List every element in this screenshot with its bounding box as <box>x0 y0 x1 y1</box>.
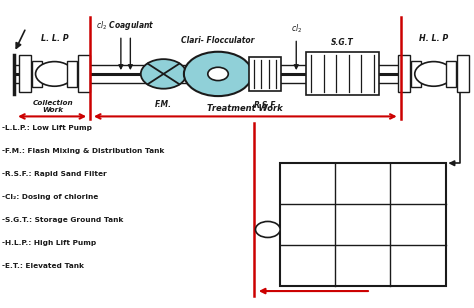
Bar <box>19 55 31 92</box>
Text: L. L. P: L. L. P <box>41 34 68 43</box>
Text: $cl_2$ Coagulant: $cl_2$ Coagulant <box>96 19 155 32</box>
Text: R.S.F: R.S.F <box>254 101 276 110</box>
Text: -Cl₂: Dosing of chlorine: -Cl₂: Dosing of chlorine <box>2 194 99 200</box>
Text: Clari- Flocculator: Clari- Flocculator <box>182 36 255 45</box>
Circle shape <box>255 221 280 237</box>
Text: S.G.T: S.G.T <box>331 38 354 47</box>
Circle shape <box>184 52 252 96</box>
Bar <box>280 163 446 286</box>
Circle shape <box>208 67 228 81</box>
Bar <box>32 61 42 87</box>
Bar <box>67 61 77 87</box>
Circle shape <box>415 62 453 86</box>
Bar <box>306 52 379 95</box>
Bar <box>398 55 410 92</box>
Text: F.M.: F.M. <box>155 100 172 109</box>
Text: Distribution Work: Distribution Work <box>326 278 402 287</box>
Text: -H.L.P.: High Lift Pump: -H.L.P.: High Lift Pump <box>2 240 97 246</box>
Text: -S.G.T.: Storage Ground Tank: -S.G.T.: Storage Ground Tank <box>2 217 124 223</box>
Text: Treatment Work: Treatment Work <box>208 104 283 113</box>
Text: -R.S.F.: Rapid Sand Filter: -R.S.F.: Rapid Sand Filter <box>2 171 107 177</box>
Text: H. L. P: H. L. P <box>419 34 448 43</box>
Circle shape <box>36 62 73 86</box>
Text: $cl_2$: $cl_2$ <box>291 23 302 35</box>
Bar <box>446 61 456 87</box>
Bar <box>78 55 90 92</box>
Text: Collection
Work: Collection Work <box>32 100 73 113</box>
Text: -F.M.: Flash Mixing & Distribution Tank: -F.M.: Flash Mixing & Distribution Tank <box>2 148 165 154</box>
Bar <box>457 55 469 92</box>
Bar <box>249 57 281 91</box>
Bar <box>411 61 421 87</box>
Circle shape <box>141 59 186 89</box>
Text: -E.T.: Elevated Tank: -E.T.: Elevated Tank <box>2 263 84 269</box>
Text: -L.L.P.: Low Lift Pump: -L.L.P.: Low Lift Pump <box>2 125 92 131</box>
Text: E.T.: E.T. <box>282 224 297 233</box>
